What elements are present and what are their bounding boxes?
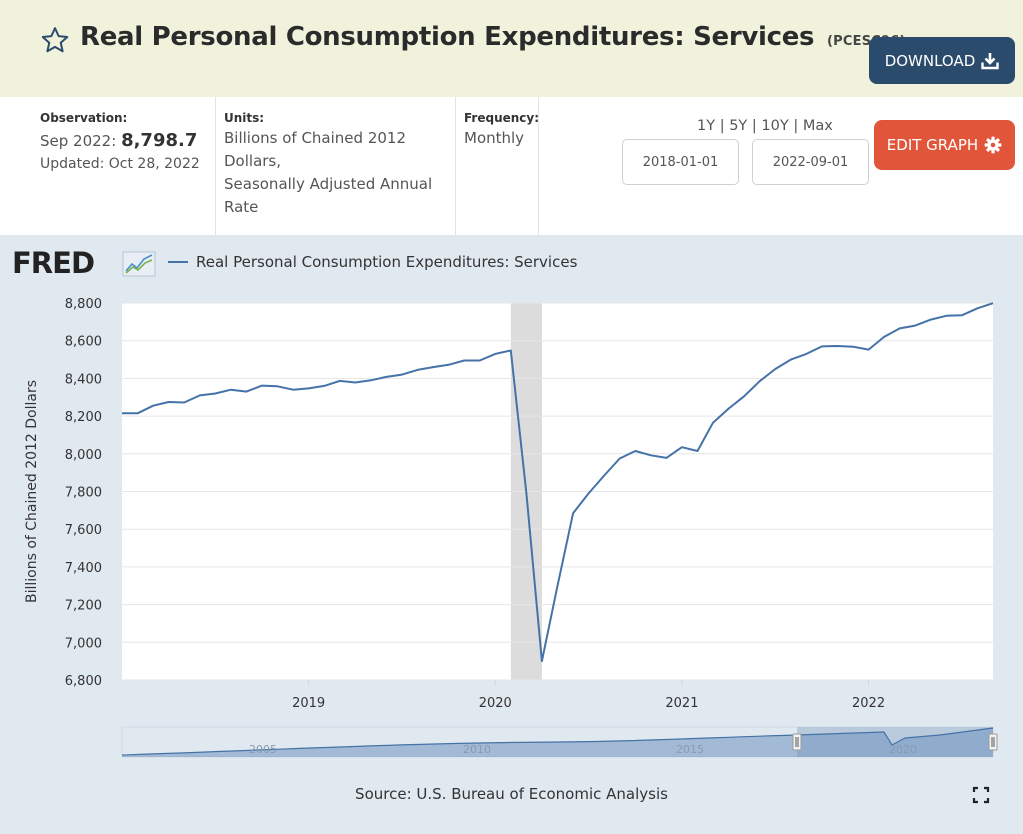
navigator-left-handle[interactable] <box>792 733 802 751</box>
download-label: DOWNLOAD <box>884 51 976 70</box>
y-tick-label: 8,800 <box>65 297 102 312</box>
y-tick-label: 7,000 <box>65 636 102 651</box>
series-header: Real Personal Consumption Expenditures: … <box>0 0 1023 97</box>
fred-logo-text: FRED <box>12 246 95 280</box>
units-label: Units: <box>224 111 265 125</box>
series-title: Real Personal Consumption Expenditures: … <box>80 22 815 52</box>
series-line <box>122 302 994 663</box>
meta-divider <box>538 97 539 235</box>
y-tick-label: 7,800 <box>65 486 102 501</box>
range-link-max[interactable]: Max <box>802 118 833 134</box>
observation-label: Observation: <box>40 111 128 125</box>
end-date-input[interactable]: 2022-09-01 <box>752 139 869 185</box>
range-link-5y[interactable]: 5Y <box>729 118 748 134</box>
y-tick-label: 7,400 <box>65 561 102 576</box>
units-block: Units: Billions of Chained 2012 Dollars,… <box>224 111 432 219</box>
observation-date: Sep 2022: <box>40 132 117 150</box>
legend-label: Real Personal Consumption Expenditures: … <box>196 253 578 271</box>
y-tick-label: 8,000 <box>65 448 102 463</box>
frequency-value: Monthly <box>464 129 525 147</box>
x-tick-label: 2021 <box>665 696 698 711</box>
units-line-3: Seasonally Adjusted Annual <box>224 175 433 193</box>
chart-panel: FRED Real Personal Consumption Expenditu… <box>0 235 1023 834</box>
x-tick-label: 2022 <box>852 696 885 711</box>
source-note: Source: U.S. Bureau of Economic Analysis <box>355 785 668 803</box>
y-tick-label: 8,200 <box>65 410 102 425</box>
observation-block: Observation: Sep 2022: 8,798.7 Updated: … <box>40 111 200 176</box>
navigator-series-line <box>121 727 994 756</box>
navigator-right-handle[interactable] <box>988 733 998 751</box>
download-button[interactable]: DOWNLOAD <box>869 37 1015 84</box>
start-date-input[interactable]: 2018-01-01 <box>622 139 739 185</box>
edit-graph-button[interactable]: EDIT GRAPH <box>874 120 1015 170</box>
meta-divider <box>455 97 456 235</box>
navigator-tick-label: 2020 <box>889 743 917 756</box>
gear-icon <box>984 136 1002 154</box>
observation-value: 8,798.7 <box>121 130 198 151</box>
y-tick-label: 8,600 <box>65 335 102 350</box>
y-tick-label: 7,600 <box>65 523 102 538</box>
range-link-1y[interactable]: 1Y <box>697 118 716 134</box>
y-axis-label: Billions of Chained 2012 Dollars <box>24 380 40 603</box>
units-line-1: Billions of Chained 2012 <box>224 129 406 147</box>
y-tick-label: 7,200 <box>65 599 102 614</box>
y-tick-label: 8,400 <box>65 372 102 387</box>
page-title: Real Personal Consumption Expenditures: … <box>80 22 906 52</box>
line-chart[interactable]: 6,800 7,000 7,200 7,400 7,600 7,800 8,000 8,200… <box>0 235 1023 780</box>
fullscreen-icon[interactable] <box>972 786 990 804</box>
series-meta: Observation: Sep 2022: 8,798.7 Updated: … <box>0 97 1023 235</box>
frequency-label: Frequency: <box>464 111 540 125</box>
units-line-2: Dollars, <box>224 152 282 170</box>
fred-logo: FRED <box>12 246 95 280</box>
star-outline-icon[interactable] <box>40 25 70 55</box>
range-link-10y[interactable]: 10Y <box>761 118 789 134</box>
frequency-block: Frequency: Monthly <box>464 111 539 150</box>
range-links: 1Y | 5Y | 10Y | Max <box>697 118 833 134</box>
navigator-tick-label: 2010 <box>463 743 491 756</box>
x-tick-label: 2020 <box>479 696 512 711</box>
units-line-4: Rate <box>224 198 259 216</box>
legend-swatch <box>168 261 188 263</box>
navigator-tick-label: 2015 <box>676 743 704 756</box>
y-tick-label: 6,800 <box>65 674 102 689</box>
updated-date: Updated: Oct 28, 2022 <box>40 156 200 172</box>
chart-legend: Real Personal Consumption Expenditures: … <box>168 253 577 271</box>
edit-graph-label: EDIT GRAPH <box>886 136 979 154</box>
meta-divider <box>215 97 216 235</box>
x-tick-label: 2019 <box>292 696 325 711</box>
fred-logo-chart-icon <box>122 251 156 277</box>
download-icon <box>981 52 999 69</box>
navigator-tick-label: 2005 <box>249 743 277 756</box>
